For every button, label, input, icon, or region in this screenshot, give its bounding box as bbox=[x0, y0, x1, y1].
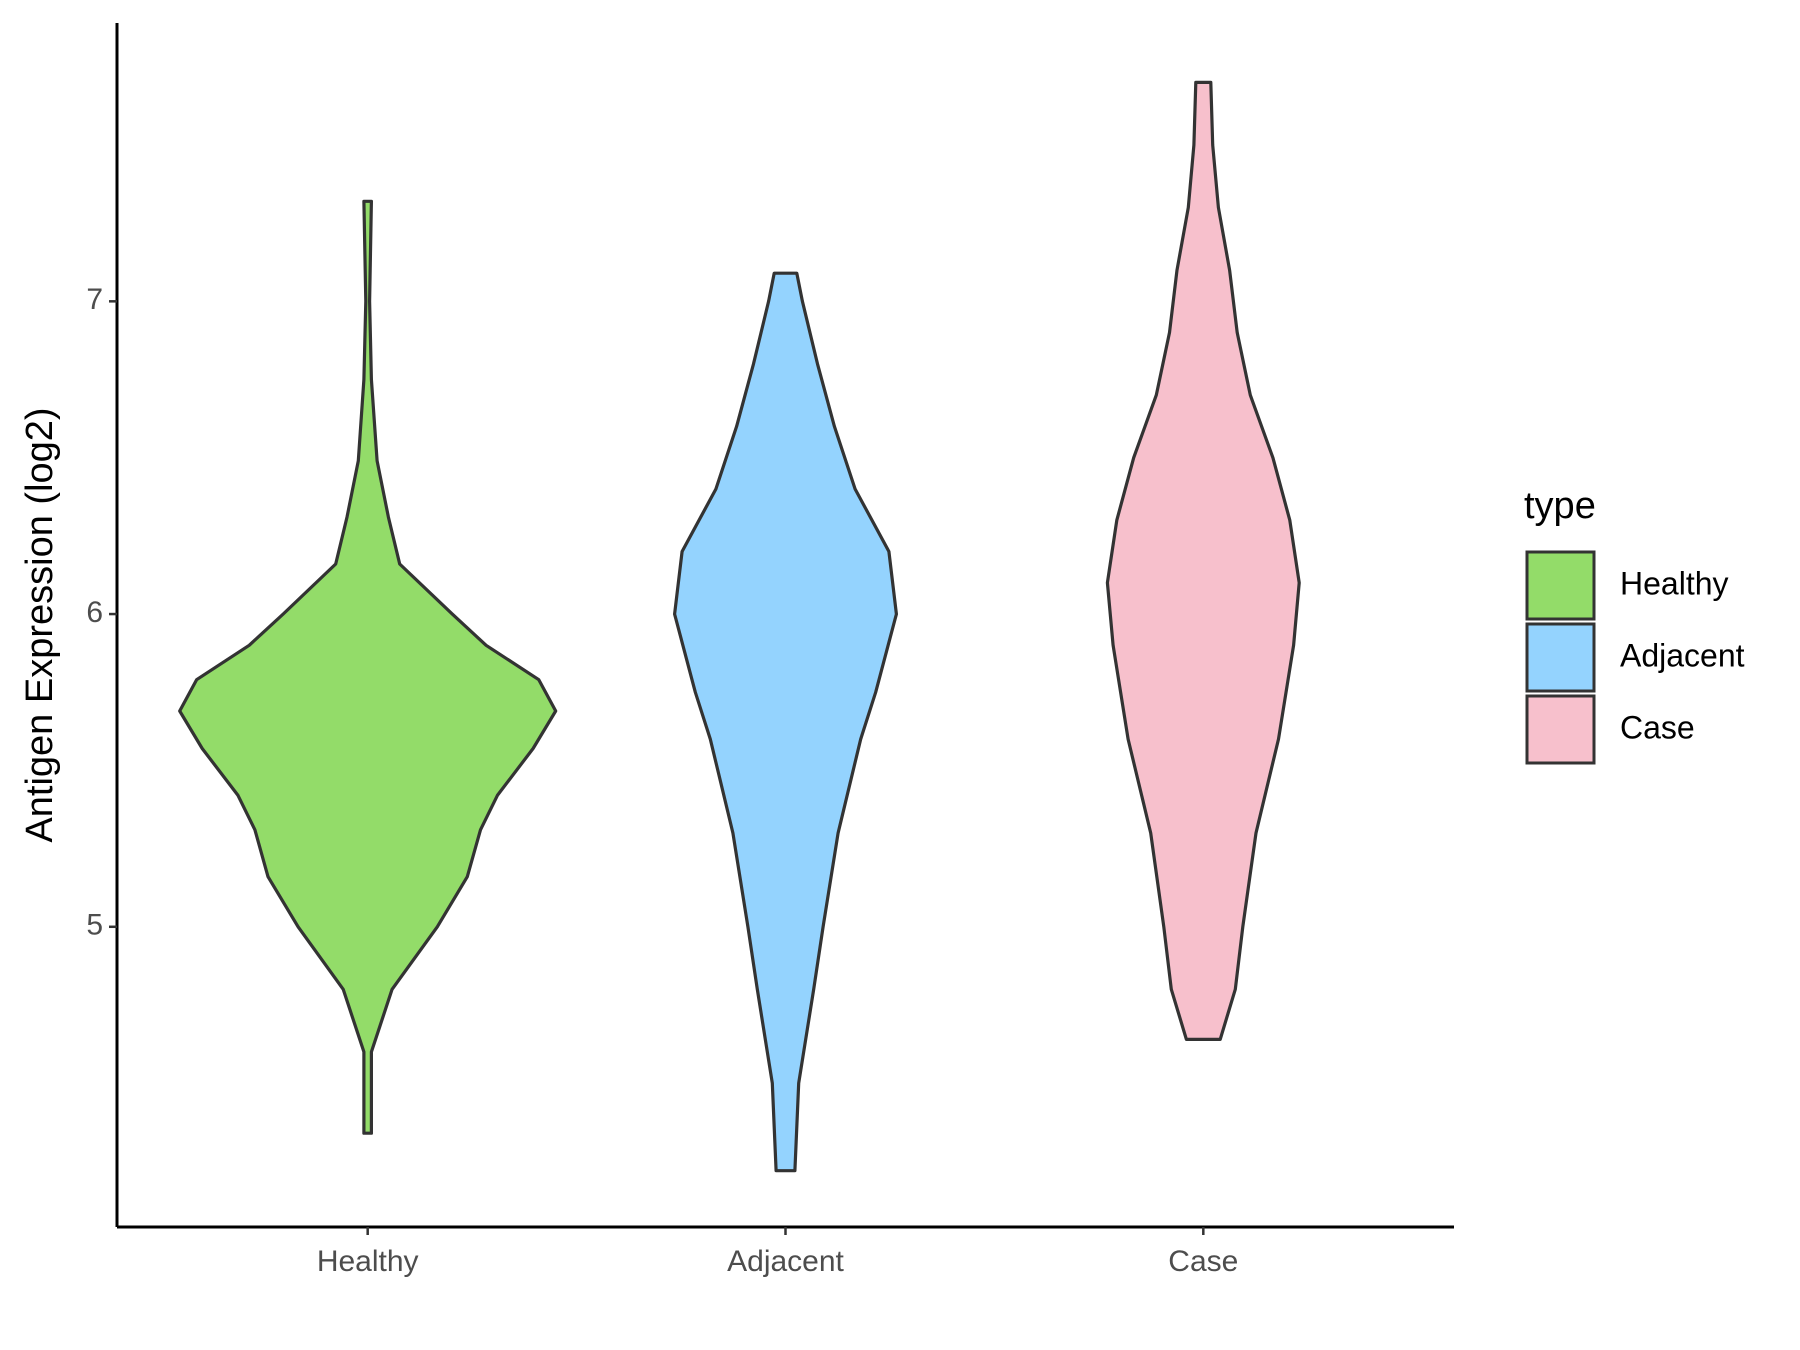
violin bbox=[178, 199, 558, 1135]
x-tick-label: Case bbox=[1168, 1245, 1238, 1278]
legend-key bbox=[1525, 622, 1596, 693]
legend-key bbox=[1525, 694, 1596, 765]
legend-title: type bbox=[1524, 485, 1596, 527]
y-tick-label: 6 bbox=[86, 596, 103, 629]
legend-key bbox=[1525, 550, 1596, 621]
violin bbox=[673, 271, 898, 1173]
violin bbox=[1105, 80, 1301, 1041]
y-axis-title: Antigen Expression (log2) bbox=[19, 407, 61, 842]
x-tick-label: Healthy bbox=[317, 1245, 419, 1278]
legend-label: Adjacent bbox=[1620, 637, 1745, 673]
x-tick-label: Adjacent bbox=[727, 1245, 844, 1278]
legend-label: Case bbox=[1620, 709, 1695, 745]
y-tick-label: 7 bbox=[86, 283, 103, 316]
legend-label: Healthy bbox=[1620, 565, 1729, 601]
y-tick-label: 5 bbox=[86, 909, 103, 942]
